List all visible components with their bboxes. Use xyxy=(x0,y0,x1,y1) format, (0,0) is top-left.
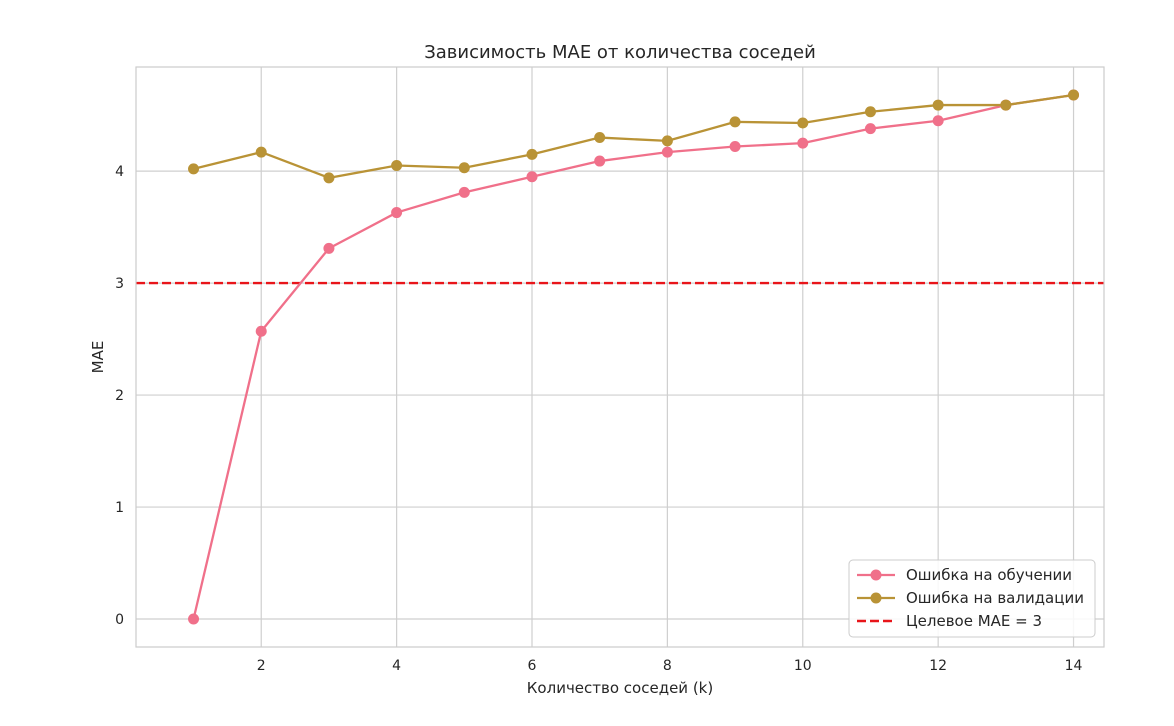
data-point xyxy=(323,242,335,254)
data-point xyxy=(729,116,741,128)
data-point xyxy=(526,171,538,183)
data-point xyxy=(391,207,403,219)
data-point xyxy=(661,146,673,158)
data-point xyxy=(255,325,267,337)
data-point xyxy=(1068,89,1080,101)
data-point xyxy=(255,146,267,158)
plot-frame xyxy=(135,66,1105,648)
series-line xyxy=(192,93,1074,620)
legend-label: Ошибка на валидации xyxy=(906,589,1084,607)
x-tick-label: 6 xyxy=(528,658,537,674)
x-tick-label: 14 xyxy=(1065,658,1083,674)
legend-entry: Ошибка на обучении xyxy=(857,566,1072,584)
y-tick-label: 1 xyxy=(115,500,124,516)
data-point xyxy=(323,172,335,184)
data-point xyxy=(797,117,809,129)
data-point xyxy=(932,99,944,111)
data-point xyxy=(526,148,538,160)
x-tick-label: 2 xyxy=(257,658,266,674)
series-1 xyxy=(188,89,1080,625)
data-point xyxy=(594,155,606,167)
series-2 xyxy=(188,89,1080,184)
data-point xyxy=(458,162,470,174)
legend-label: Целевое MAE = 3 xyxy=(906,612,1042,630)
series-line xyxy=(193,93,1074,179)
y-axis-label: MAE xyxy=(89,341,107,374)
legend-entry: Ошибка на валидации xyxy=(857,589,1084,607)
data-point xyxy=(188,613,200,625)
data-point xyxy=(391,160,403,172)
y-tick-label: 2 xyxy=(115,388,124,404)
data-point xyxy=(661,135,673,147)
legend-box xyxy=(848,559,1096,638)
legend-label: Ошибка на обучении xyxy=(906,566,1072,584)
data-point xyxy=(932,115,944,127)
data-point xyxy=(1000,99,1012,111)
x-axis-label: Количество соседей (k) xyxy=(527,679,713,697)
y-tick-label: 0 xyxy=(115,612,124,628)
data-point xyxy=(729,140,741,152)
data-point xyxy=(594,132,606,144)
x-tick-label: 12 xyxy=(929,658,947,674)
legend: Ошибка на обучении Ошибка на валидации Цел… xyxy=(848,559,1096,638)
data-point xyxy=(864,123,876,135)
data-point xyxy=(458,186,470,198)
y-tick-label: 4 xyxy=(115,164,124,180)
data-point xyxy=(797,137,809,149)
y-tick-label: 3 xyxy=(115,276,124,292)
legend-marker xyxy=(870,569,882,581)
legend-marker xyxy=(870,592,882,604)
data-point xyxy=(188,163,200,175)
series xyxy=(188,89,1080,625)
x-tick-label: 8 xyxy=(663,658,672,674)
chart-title: Зависимость MAE от количества соседей xyxy=(424,42,816,63)
data-point xyxy=(864,106,876,118)
x-tick-label: 4 xyxy=(392,658,401,674)
legend-entry: Целевое MAE = 3 xyxy=(857,612,1042,630)
x-tick-label: 10 xyxy=(794,658,812,674)
